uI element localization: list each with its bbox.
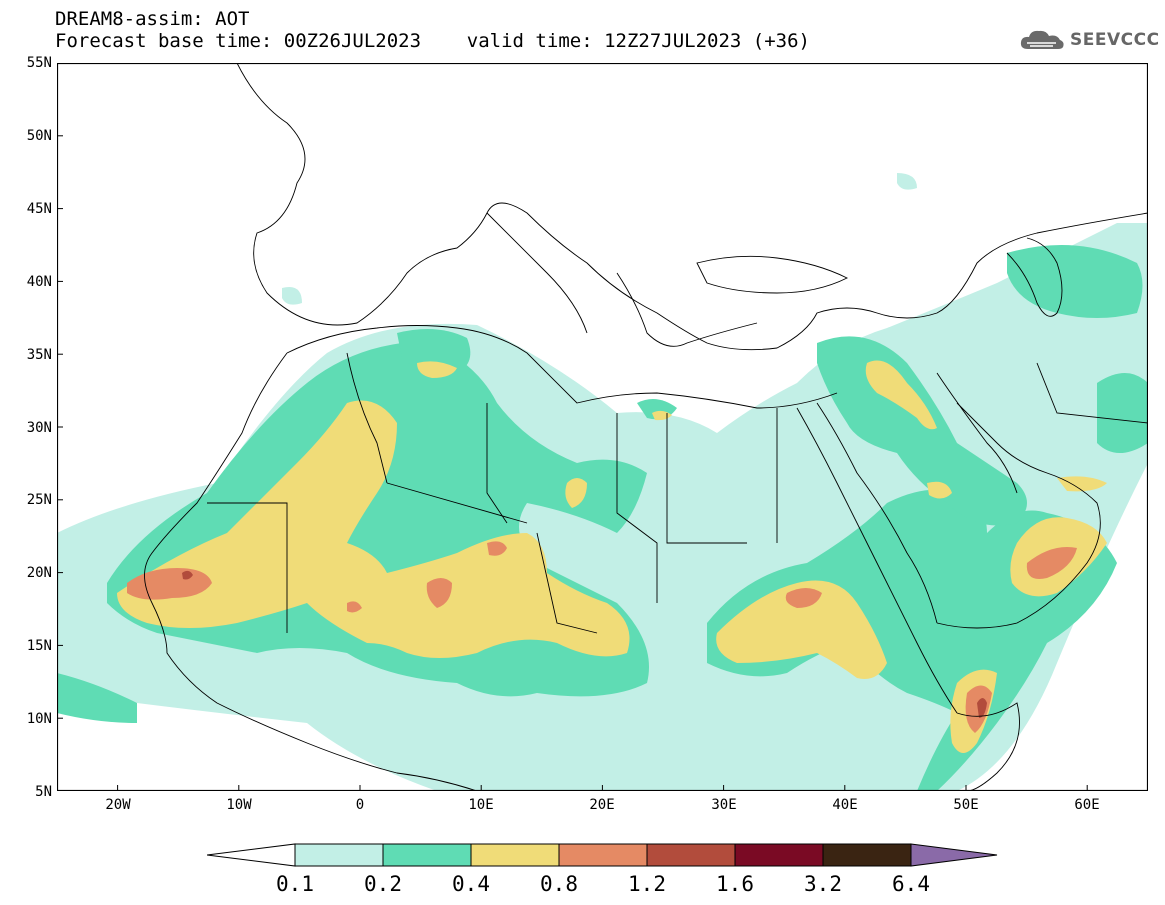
lon-label-10e: 10E — [468, 797, 494, 813]
colorbar-label: 0.8 — [540, 872, 578, 896]
aot-field — [57, 173, 1148, 791]
colorbar-label: 6.4 — [892, 872, 930, 896]
colorbar-label: 3.2 — [804, 872, 842, 896]
lat-label-30n: 30N — [26, 420, 52, 436]
lon-label-30e: 30E — [711, 797, 737, 813]
lat-label-55n: 55N — [26, 55, 52, 71]
lon-label-20w: 20W — [105, 797, 131, 813]
lat-label-5n: 5N — [35, 784, 52, 800]
colorbar-label: 0.4 — [452, 872, 490, 896]
colorbar-swatch-7 — [822, 843, 912, 867]
colorbar-swatch-6 — [734, 843, 824, 867]
lon-label-40e: 40E — [832, 797, 858, 813]
lat-label-20n: 20N — [26, 565, 52, 581]
colorbar-label: 0.1 — [276, 872, 314, 896]
lon-label-10w: 10W — [226, 797, 252, 813]
colorbar-high-arrow — [910, 843, 998, 867]
colorbar-swatch-5 — [646, 843, 736, 867]
lon-label-50e: 50E — [953, 797, 979, 813]
colorbar-swatch-1 — [294, 843, 384, 867]
colorbar-label: 0.2 — [364, 872, 402, 896]
lat-label-40n: 40N — [26, 274, 52, 290]
colorbar — [207, 843, 998, 867]
coastlines — [144, 63, 1148, 791]
logo-text: SEEVCCC — [1070, 30, 1160, 50]
colorbar-low-arrow — [207, 843, 296, 867]
lat-label-35n: 35N — [26, 347, 52, 363]
aot-level-1.2 — [182, 570, 987, 718]
lat-label-45n: 45N — [26, 201, 52, 217]
colorbar-swatch-3 — [470, 843, 560, 867]
lat-label-15n: 15N — [26, 638, 52, 654]
colorbar-label: 1.6 — [716, 872, 754, 896]
chart-title: DREAM8-assim: AOT — [55, 8, 250, 30]
lat-label-10n: 10N — [26, 711, 52, 727]
lon-label-60e: 60E — [1074, 797, 1100, 813]
seevccc-logo: SEEVCCC — [1018, 26, 1160, 54]
lon-label-20e: 20E — [589, 797, 615, 813]
colorbar-swatch-4 — [558, 843, 648, 867]
axis-ticks — [57, 63, 1088, 791]
lat-label-25n: 25N — [26, 492, 52, 508]
colorbar-swatch-2 — [382, 843, 472, 867]
aot-map — [57, 63, 1148, 791]
cloud-icon — [1020, 30, 1064, 49]
colorbar-label: 1.2 — [628, 872, 666, 896]
lat-label-50n: 50N — [26, 128, 52, 144]
chart-subtitle: Forecast base time: 00Z26JUL2023 valid t… — [55, 30, 810, 52]
lon-label-0: 0 — [355, 797, 365, 813]
